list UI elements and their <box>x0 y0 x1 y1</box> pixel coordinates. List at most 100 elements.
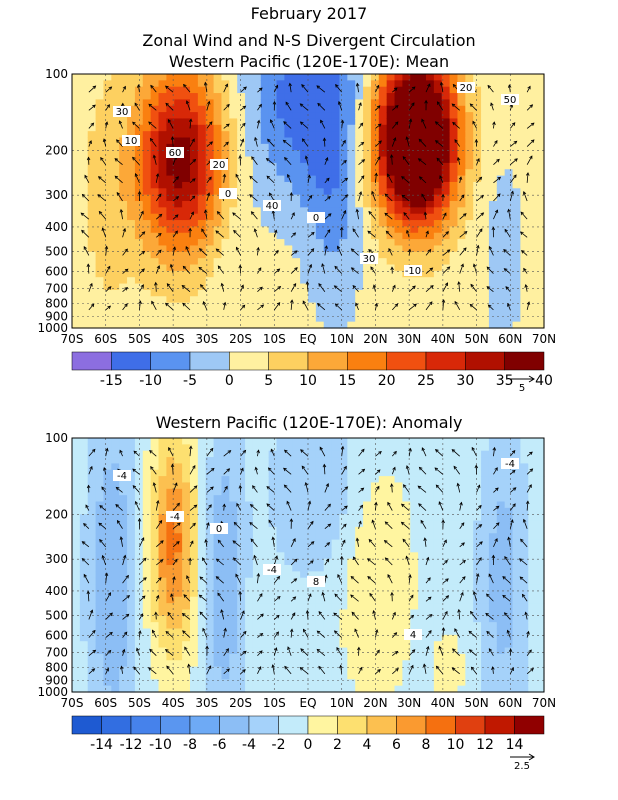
field-cell <box>197 457 207 464</box>
field-cell <box>473 264 482 272</box>
field-cell <box>221 660 230 668</box>
field-cell <box>323 482 333 490</box>
field-cell <box>252 444 262 452</box>
field-cell <box>142 628 152 636</box>
wind-vector-head <box>204 209 208 214</box>
field-cell <box>347 590 356 598</box>
wind-vector-head <box>394 105 399 109</box>
wind-vector-head <box>513 140 518 145</box>
field-cell <box>473 181 482 189</box>
field-cell <box>292 226 301 234</box>
field-cell <box>237 444 246 452</box>
field-cell <box>72 277 81 285</box>
field-cell <box>158 552 167 560</box>
field-cell <box>276 118 285 126</box>
field-cell <box>87 653 97 661</box>
field-cell <box>150 488 160 496</box>
field-cell <box>174 660 183 668</box>
field-cell <box>103 321 112 329</box>
field-cell <box>205 520 215 528</box>
y-tick-label: 200 <box>45 143 68 157</box>
wind-vector <box>88 303 95 311</box>
field-cell <box>300 609 309 617</box>
field-cell <box>363 175 372 183</box>
wind-vector <box>257 87 263 93</box>
field-cell <box>300 438 309 445</box>
wind-vector <box>139 284 144 292</box>
field-cell <box>221 647 230 655</box>
field-cell <box>481 143 490 151</box>
field-cell <box>347 444 356 452</box>
field-cell <box>182 232 191 240</box>
wind-vector-head <box>530 139 535 144</box>
field-cell <box>394 679 403 687</box>
field-cell <box>182 74 191 81</box>
field-cell <box>221 86 230 94</box>
field-cell <box>150 277 160 285</box>
field-cell <box>72 634 81 642</box>
field-cell <box>418 112 427 120</box>
field-cell <box>331 501 341 509</box>
field-cell <box>441 118 451 126</box>
field-cell <box>308 162 317 170</box>
field-cell <box>142 169 152 177</box>
field-cell <box>473 118 482 126</box>
field-cell <box>182 571 191 579</box>
field-cell <box>402 520 411 528</box>
field-cell <box>72 622 81 630</box>
field-cell <box>402 181 411 189</box>
field-cell <box>142 545 152 553</box>
field-cell <box>260 609 270 617</box>
field-cell <box>402 679 411 687</box>
wind-vector <box>240 123 246 129</box>
field-cell <box>245 270 254 278</box>
field-cell <box>378 188 388 196</box>
field-cell <box>79 603 89 611</box>
field-cell <box>363 577 372 585</box>
wind-vector-head <box>327 196 331 200</box>
field-cell <box>268 80 278 88</box>
field-cell <box>449 277 459 285</box>
field-cell <box>410 137 419 145</box>
field-cell <box>197 194 207 202</box>
field-cell <box>520 251 529 259</box>
field-cell <box>473 80 482 88</box>
field-cell <box>378 194 388 202</box>
field-cell <box>308 476 317 484</box>
field-cell <box>370 457 380 464</box>
field-cell <box>95 438 105 445</box>
field-cell <box>441 137 451 145</box>
field-cell <box>300 321 309 329</box>
field-cell <box>300 194 309 202</box>
field-cell <box>276 609 285 617</box>
field-cell <box>378 647 388 655</box>
field-cell <box>418 201 427 208</box>
field-cell <box>245 514 254 522</box>
field-cell <box>276 590 285 598</box>
wind-vector-head <box>209 141 214 145</box>
field-cell <box>103 201 112 208</box>
field-cell <box>394 150 403 158</box>
field-cell <box>528 251 537 259</box>
field-cell <box>229 641 238 649</box>
field-cell <box>142 539 152 547</box>
field-cell <box>229 679 238 687</box>
wind-vector-head <box>86 263 91 268</box>
field-cell <box>292 577 301 585</box>
field-cell <box>119 207 128 215</box>
field-cell <box>315 603 325 611</box>
field-cell <box>213 438 223 445</box>
field-cell <box>150 565 160 572</box>
contour-label-box <box>404 265 422 276</box>
field-cell <box>331 571 341 579</box>
contour-label: 30 <box>363 254 376 265</box>
field-cell <box>402 450 411 458</box>
wind-vector-head <box>421 193 425 198</box>
field-cell <box>182 457 191 464</box>
wind-vector-head <box>304 155 309 160</box>
field-cell <box>441 105 451 113</box>
field-cell <box>182 501 191 509</box>
field-cell <box>418 539 427 547</box>
field-cell <box>378 565 388 572</box>
field-cell <box>134 245 144 253</box>
